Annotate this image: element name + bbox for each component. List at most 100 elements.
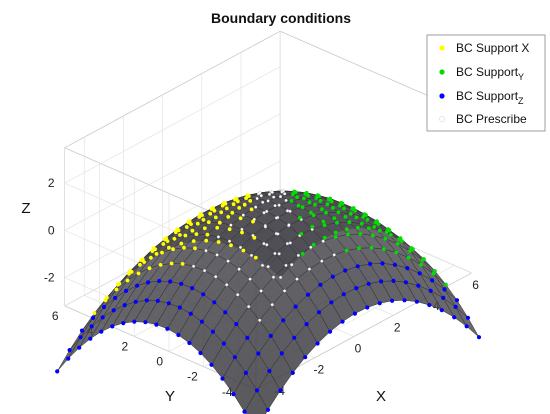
point-support-x	[238, 216, 243, 221]
point-prescribe	[279, 275, 283, 279]
point-support-z	[430, 278, 435, 283]
point-support-z	[330, 274, 335, 279]
point-support-y	[291, 192, 295, 197]
point-support-x	[240, 230, 244, 235]
point-support-z	[79, 328, 85, 333]
point-prescribe	[214, 275, 218, 279]
y-axis-label: Y	[165, 388, 175, 405]
point-support-z	[316, 310, 322, 315]
point-prescribe	[283, 289, 287, 293]
point-prescribe	[261, 200, 265, 204]
point-support-x	[140, 257, 145, 261]
point-prescribe	[277, 252, 281, 256]
point-prescribe	[204, 249, 208, 253]
point-support-x	[179, 241, 184, 246]
point-support-x	[129, 270, 134, 274]
point-prescribe	[262, 242, 266, 246]
point-support-z	[476, 335, 482, 340]
point-support-z	[121, 321, 126, 326]
point-support-z	[201, 292, 206, 297]
point-support-z	[102, 304, 107, 310]
point-prescribe	[288, 241, 292, 245]
point-support-z	[89, 324, 94, 329]
point-support-z	[416, 283, 421, 288]
point-support-z	[267, 368, 272, 374]
point-prescribe	[320, 259, 324, 263]
point-prescribe	[263, 225, 267, 229]
point-support-x	[213, 215, 218, 220]
point-support-y	[317, 194, 321, 199]
point-support-y	[351, 206, 356, 210]
legend-label-support-x: BC Support X	[456, 41, 529, 55]
point-support-z	[146, 280, 151, 285]
point-prescribe	[281, 189, 285, 193]
point-prescribe	[287, 223, 291, 227]
point-support-y	[353, 208, 357, 213]
point-support-z	[242, 409, 247, 414]
point-support-y	[331, 206, 335, 210]
point-support-y	[444, 282, 448, 287]
point-prescribe	[278, 195, 283, 199]
point-support-z	[403, 280, 408, 285]
point-support-z	[292, 335, 297, 340]
point-support-y	[357, 246, 361, 251]
point-support-y	[295, 195, 299, 200]
point-support-x	[158, 263, 163, 267]
point-support-z	[245, 335, 250, 340]
point-prescribe	[332, 253, 336, 257]
point-prescribe	[227, 239, 232, 243]
point-support-z	[177, 305, 182, 310]
point-prescribe	[229, 223, 233, 227]
point-support-y	[387, 228, 392, 233]
point-support-y	[394, 250, 399, 255]
point-prescribe	[272, 195, 276, 199]
point-support-y	[309, 210, 313, 215]
legend-marker-support-x	[439, 45, 445, 51]
point-support-y	[344, 248, 349, 253]
point-support-z	[133, 299, 138, 304]
point-support-x	[246, 194, 251, 199]
point-support-y	[310, 224, 315, 229]
point-support-z	[343, 268, 348, 273]
point-support-x	[126, 271, 131, 276]
point-support-z	[168, 279, 173, 284]
point-support-z	[278, 388, 283, 393]
point-support-z	[366, 281, 371, 286]
point-support-x	[205, 232, 210, 237]
x-axis-label: X	[376, 388, 386, 405]
point-support-z	[365, 305, 370, 310]
point-support-z	[452, 315, 457, 320]
point-support-y	[325, 202, 330, 207]
point-prescribe	[265, 243, 269, 247]
point-support-x	[223, 201, 228, 206]
legend-label-prescribe: BC Prescribe	[456, 112, 527, 126]
point-support-z	[198, 350, 203, 356]
point-support-z	[212, 300, 217, 305]
point-support-x	[173, 230, 178, 235]
point-support-z	[368, 261, 373, 266]
point-support-y	[388, 233, 393, 237]
point-support-y	[400, 239, 404, 244]
point-prescribe	[283, 192, 287, 196]
point-support-x	[191, 239, 196, 244]
point-support-z	[190, 286, 195, 291]
point-support-x	[178, 233, 182, 237]
point-support-z	[303, 355, 308, 360]
point-support-z	[165, 326, 170, 331]
point-support-z	[380, 261, 385, 266]
point-support-z	[113, 295, 118, 301]
point-support-x	[150, 249, 155, 254]
point-support-x	[187, 219, 192, 224]
point-prescribe	[255, 196, 259, 201]
point-support-z	[231, 392, 236, 397]
point-support-x	[253, 255, 258, 260]
point-support-y	[377, 228, 382, 233]
point-support-z	[427, 302, 432, 308]
point-support-y	[336, 210, 341, 215]
point-prescribe	[307, 267, 311, 271]
point-support-z	[100, 315, 105, 320]
point-prescribe	[267, 192, 272, 196]
boundary-points	[55, 189, 482, 414]
point-support-z	[265, 407, 271, 412]
point-support-x	[195, 221, 200, 226]
